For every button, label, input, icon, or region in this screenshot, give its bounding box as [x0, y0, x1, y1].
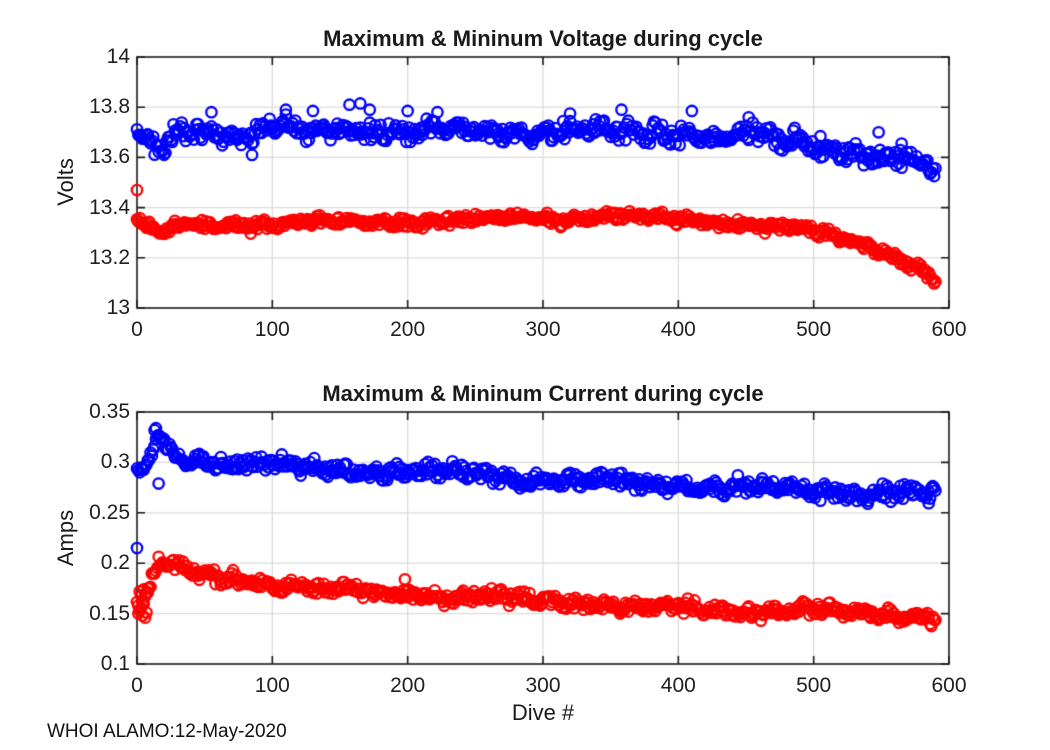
y-tick-label: 14	[106, 45, 130, 68]
x-tick-label: 0	[131, 318, 143, 341]
x-tick-label: 500	[796, 674, 832, 697]
x-tick-label: 100	[254, 318, 290, 341]
y-tick-label: 0.15	[89, 601, 130, 625]
y-tick-label: 0.35	[89, 400, 130, 423]
x-tick-label: 100	[254, 674, 290, 697]
x-tick-label: 200	[390, 318, 426, 341]
x-tick-label: 200	[390, 674, 426, 697]
y-tick-label: 0.3	[100, 450, 130, 474]
figure-footer-text: WHOI ALAMO:12-May-2020	[47, 721, 287, 742]
bottom-plot-x-axis-label: Dive #	[511, 700, 575, 725]
x-tick-label: 600	[931, 318, 967, 341]
top-plot-y-axis-label: Volts	[53, 158, 78, 206]
y-tick-label: 13.2	[89, 245, 130, 269]
x-tick-label: 300	[525, 674, 561, 697]
y-tick-label: 13.6	[89, 145, 130, 169]
y-tick-label: 13.4	[89, 195, 130, 219]
bottom-plot-y-axis-label: Amps	[53, 509, 78, 567]
x-tick-label: 600	[931, 674, 967, 697]
y-tick-label: 0.25	[89, 500, 130, 524]
y-tick-label: 13.8	[89, 95, 130, 119]
y-tick-label: 0.2	[100, 551, 130, 575]
x-tick-label: 400	[660, 318, 696, 341]
x-tick-label: 500	[796, 318, 832, 341]
y-tick-label: 0.1	[100, 652, 130, 675]
y-tick-label: 13	[106, 296, 130, 319]
top-plot-title: Maximum & Mininum Voltage during cycle	[323, 26, 763, 51]
x-tick-label: 400	[660, 674, 696, 697]
x-tick-label: 300	[525, 318, 561, 341]
bottom-plot-title: Maximum & Mininum Current during cycle	[322, 381, 764, 406]
x-tick-label: 0	[131, 674, 143, 697]
